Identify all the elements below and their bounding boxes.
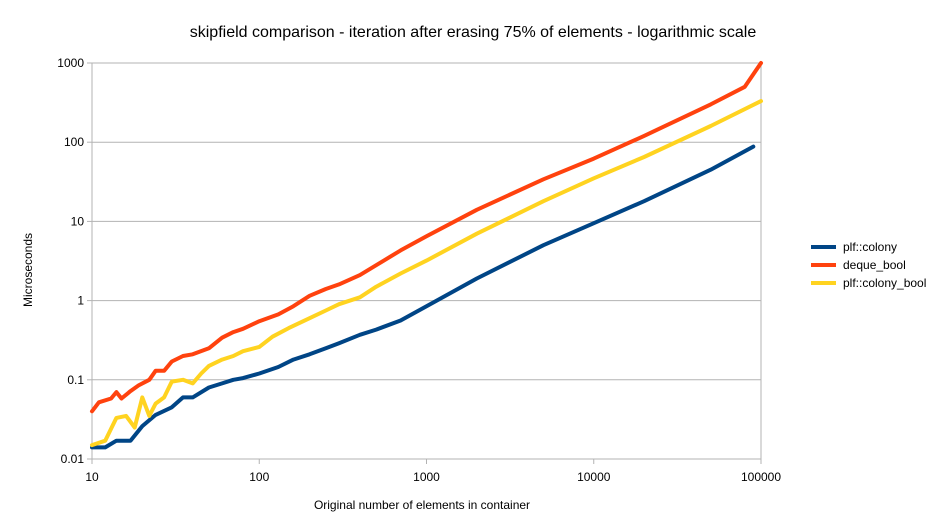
tick-labels: 0.01 0.1 1 10 100 1000 10 100 1000 10000 100000 [57,56,781,484]
series-line-deque-bool [90,61,763,414]
y-tick-label: 10 [71,214,85,228]
series-line-plf-colony-bool [90,99,763,448]
x-axis-title: Original number of elements in container [314,498,530,512]
axes [87,62,762,464]
legend-label: deque_bool [843,258,906,272]
y-axis-title: Microseconds [21,233,35,307]
series-lines [90,61,763,450]
series-line-plf-colony [90,144,756,450]
legend-label: plf::colony [843,240,897,254]
x-tick-label: 10000 [577,470,611,484]
legend-label: plf::colony_bool [843,276,926,290]
chart-title: skipfield comparison - iteration after e… [190,24,757,41]
y-tick-label: 1 [77,294,84,308]
y-tick-label: 100 [64,135,84,149]
y-tick-label: 0.01 [61,452,85,466]
y-tick-label: 1000 [57,56,84,70]
x-tick-label: 100 [249,470,269,484]
x-tick-label: 1000 [413,470,440,484]
x-tick-label: 10 [85,470,99,484]
x-tick-label: 100000 [741,470,781,484]
y-tick-label: 0.1 [67,373,84,387]
